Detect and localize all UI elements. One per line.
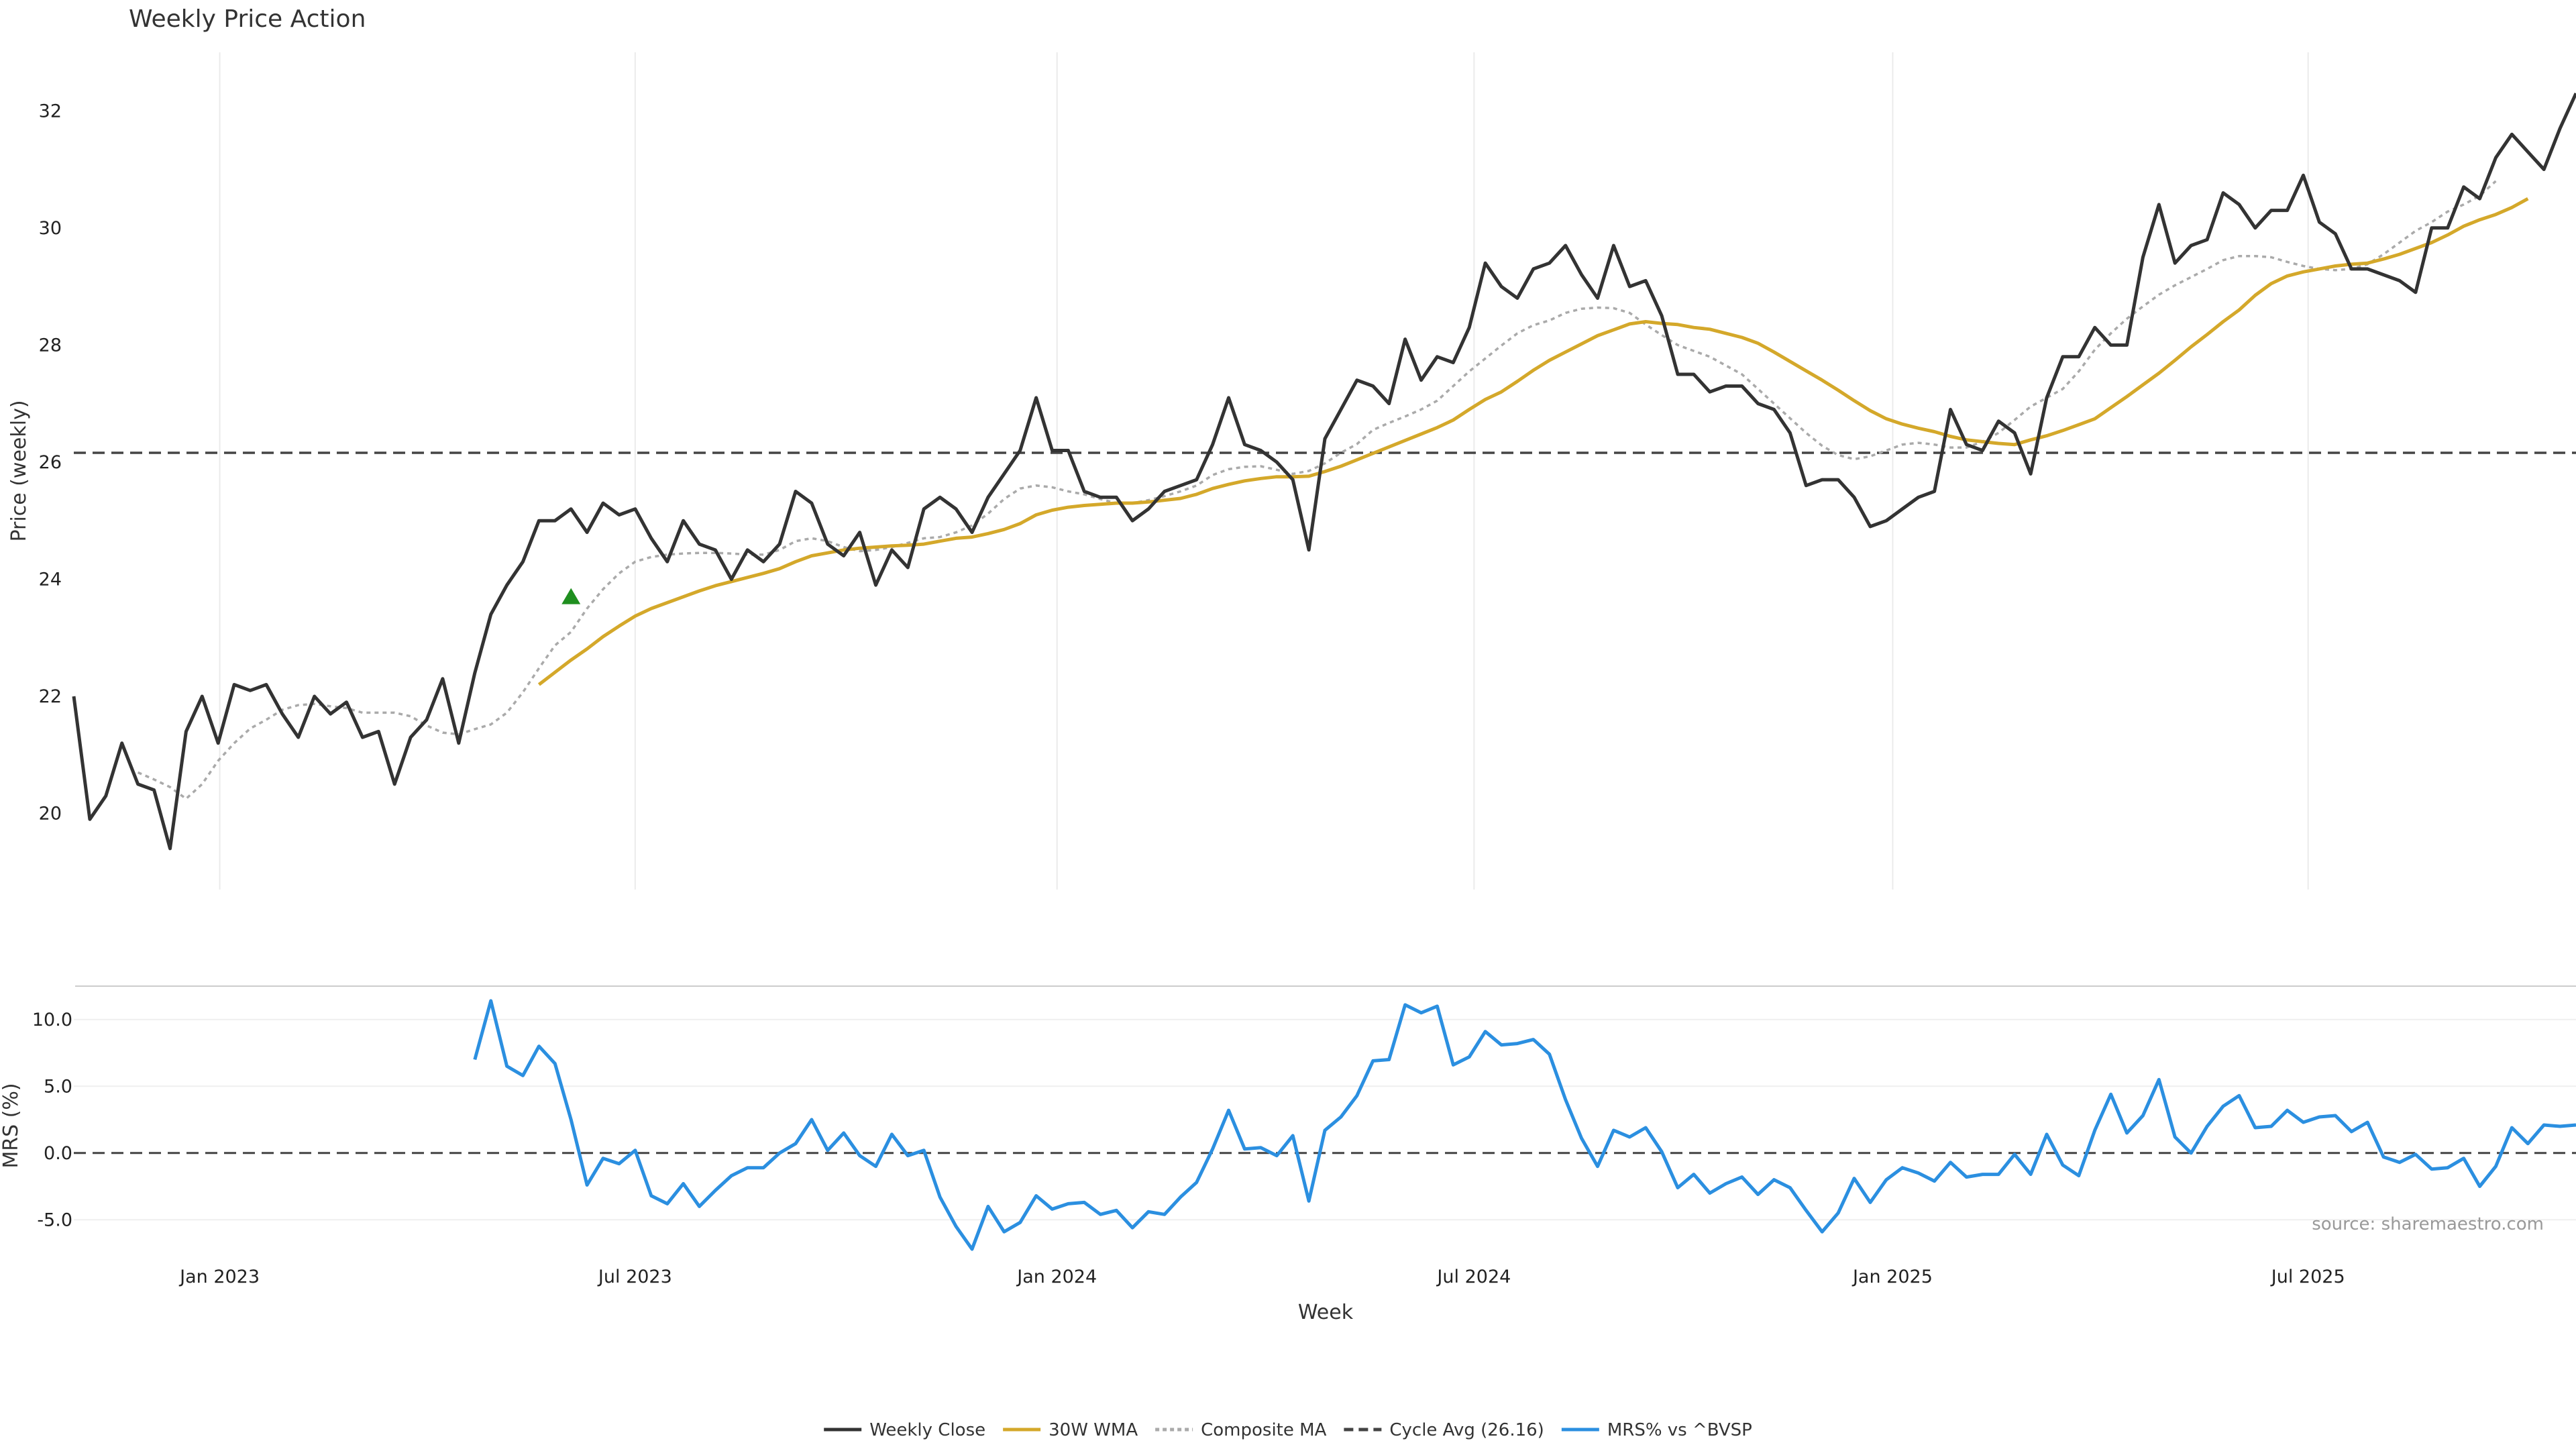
price-grid bbox=[219, 52, 2309, 890]
legend-weekly-close-label: Weekly Close bbox=[869, 1420, 985, 1440]
price-y-tick-28: 28 bbox=[39, 335, 62, 356]
price-y-tick-30: 30 bbox=[39, 218, 62, 239]
series-30w-wma bbox=[537, 197, 2529, 686]
legend: Weekly Close 30W WMA Composite MA Cycle Avg… bbox=[824, 1420, 1752, 1440]
mrs-y-ticks: 10.0 5.0 0.0 -5.0 bbox=[32, 1010, 72, 1231]
x-tick-jan-2024: Jan 2024 bbox=[1016, 1267, 1097, 1287]
source-note: source: sharemaestro.com bbox=[2312, 1214, 2544, 1234]
series-weekly-close bbox=[72, 93, 2576, 851]
price-y-axis-label: Price (weekly) bbox=[7, 400, 31, 541]
mrs-series-group bbox=[473, 999, 2576, 1251]
x-axis-label: Week bbox=[1298, 1301, 1354, 1324]
legend-composite-ma-label: Composite MA bbox=[1201, 1420, 1326, 1440]
mrs-y-axis-label: MRS (%) bbox=[0, 1083, 23, 1168]
x-tick-jul-2025: Jul 2025 bbox=[2270, 1267, 2345, 1287]
x-tick-jul-2024: Jul 2024 bbox=[1436, 1267, 1511, 1287]
mrs-y-tick-5-0: -5.0 bbox=[37, 1210, 72, 1230]
mrs-y-tick-10-0: 10.0 bbox=[32, 1010, 72, 1030]
legend-30w-wma-label: 30W WMA bbox=[1049, 1420, 1138, 1440]
legend-cycle-avg-26-16-label: Cycle Avg (26.16) bbox=[1389, 1420, 1544, 1440]
price-y-tick-24: 24 bbox=[39, 569, 62, 590]
buy-signal-marker bbox=[561, 588, 581, 604]
series-composite-ma bbox=[137, 180, 2497, 800]
legend-mrs-vs-bvsp-label: MRS% vs ^BVSP bbox=[1607, 1420, 1752, 1440]
price-y-tick-26: 26 bbox=[39, 452, 62, 473]
mrs-y-tick-5-0: 5.0 bbox=[44, 1076, 72, 1097]
mrs-y-tick-0-0: 0.0 bbox=[44, 1143, 72, 1164]
x-tick-jan-2023: Jan 2023 bbox=[178, 1267, 260, 1287]
mrs-panel: 10.05.00.0-5.0 Jan 2023 Jul 2023 Jan 2024 J… bbox=[0, 985, 2576, 1324]
price-y-ticks: 20 22 24 26 28 30 32 bbox=[39, 101, 62, 824]
series-mrs-vs-bvsp bbox=[473, 999, 2576, 1251]
price-y-tick-22: 22 bbox=[39, 686, 62, 707]
chart-title: Weekly Price Action bbox=[129, 5, 366, 33]
price-y-tick-20: 20 bbox=[39, 804, 62, 824]
x-tick-jul-2023: Jul 2023 bbox=[597, 1267, 672, 1287]
price-series-group bbox=[72, 93, 2576, 851]
price-y-tick-32: 32 bbox=[39, 101, 62, 121]
price-markers bbox=[561, 588, 581, 604]
x-tick-jan-2025: Jan 2025 bbox=[1851, 1267, 1933, 1287]
price-panel: 20 22 24 26 28 30 32 Price (weekly) bbox=[7, 52, 2576, 890]
x-ticks: Jan 2023 Jul 2023 Jan 2024 Jul 2024 Jan 2025… bbox=[178, 1267, 2345, 1287]
mrs-grid bbox=[74, 1018, 2576, 1221]
